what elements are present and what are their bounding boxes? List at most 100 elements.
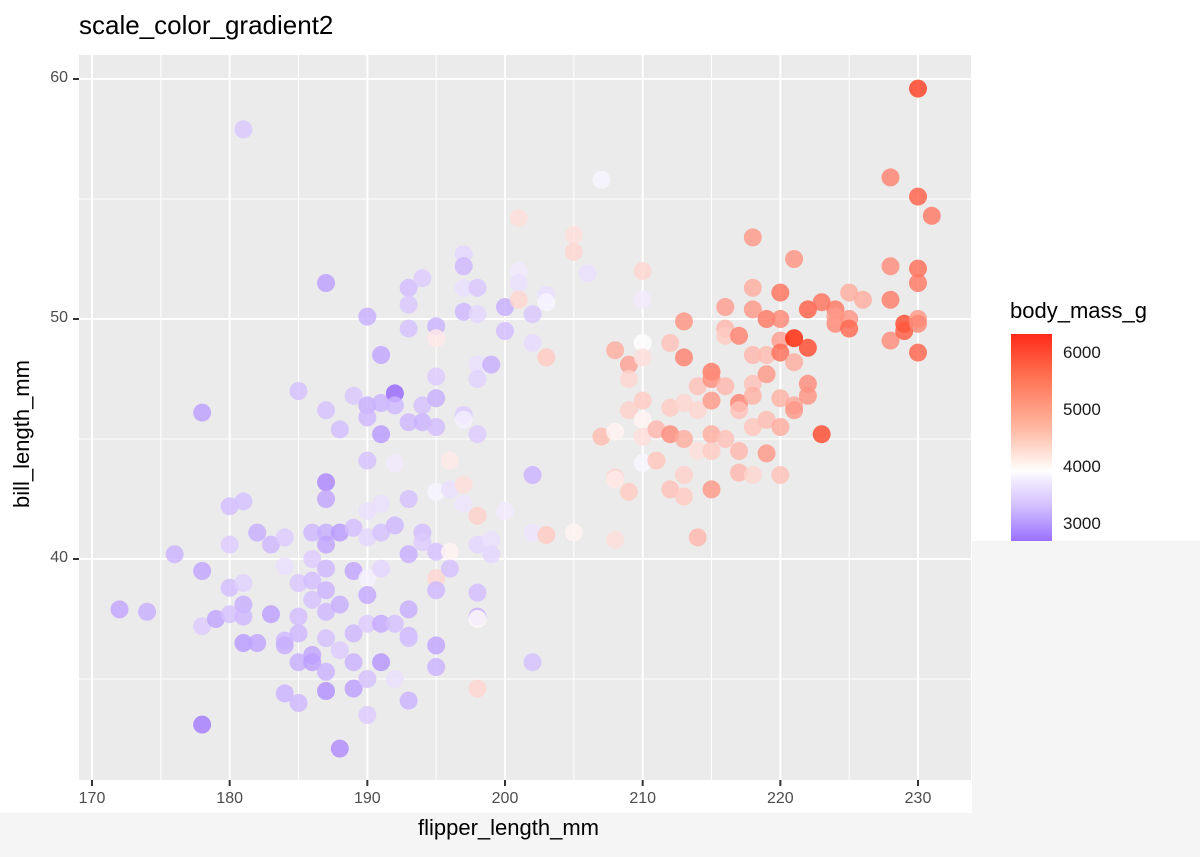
data-point xyxy=(413,396,432,415)
data-point xyxy=(248,634,267,652)
data-point xyxy=(716,377,735,396)
data-point xyxy=(220,535,239,554)
x-tick-label: 220 xyxy=(766,790,794,807)
data-point xyxy=(399,545,418,564)
data-point xyxy=(317,629,336,648)
data-point xyxy=(564,523,583,542)
data-point xyxy=(372,653,391,672)
data-point xyxy=(702,425,721,444)
data-point xyxy=(757,444,776,463)
data-point xyxy=(317,559,336,578)
data-point xyxy=(743,386,762,405)
data-point xyxy=(496,298,515,316)
data-point xyxy=(427,658,446,676)
data-point xyxy=(468,425,487,444)
legend-label-6000: 6000 xyxy=(1063,343,1101,362)
data-point xyxy=(771,343,790,362)
data-point xyxy=(633,290,652,309)
data-point xyxy=(592,170,611,189)
x-tick-label: 170 xyxy=(78,790,106,807)
data-point xyxy=(289,694,308,712)
data-point xyxy=(785,353,804,372)
data-point xyxy=(661,398,680,417)
data-point xyxy=(688,377,707,396)
data-point xyxy=(234,634,253,652)
data-point xyxy=(702,370,721,388)
data-point xyxy=(633,454,652,472)
data-point xyxy=(674,466,693,484)
data-point xyxy=(468,305,487,324)
x-tick-label: 210 xyxy=(629,790,657,807)
data-point xyxy=(427,389,446,408)
axis-ticks xyxy=(73,78,920,786)
data-point xyxy=(743,228,762,247)
data-point xyxy=(220,578,239,597)
data-point xyxy=(647,451,666,470)
data-point xyxy=(317,682,336,700)
data-point xyxy=(358,706,377,724)
data-point xyxy=(399,600,418,619)
data-point xyxy=(234,574,253,592)
data-point xyxy=(881,290,900,309)
data-point xyxy=(193,715,212,734)
data-point xyxy=(413,533,432,552)
data-point xyxy=(399,629,418,648)
data-point xyxy=(220,497,239,516)
data-point xyxy=(372,559,391,578)
data-point xyxy=(440,480,459,499)
data-point xyxy=(454,475,473,494)
data-point xyxy=(330,739,349,758)
data-point xyxy=(275,684,294,703)
data-point xyxy=(358,569,377,588)
data-point xyxy=(220,605,239,624)
data-point xyxy=(399,295,418,314)
data-point xyxy=(564,242,583,261)
data-point xyxy=(344,386,363,405)
data-point xyxy=(344,562,363,580)
data-point xyxy=(165,545,184,564)
data-point xyxy=(895,322,914,340)
data-point xyxy=(523,653,542,672)
data-point xyxy=(344,518,363,537)
data-point xyxy=(619,482,638,501)
data-point xyxy=(372,614,391,633)
data-point xyxy=(482,355,501,374)
y-tick-label: 40 xyxy=(50,549,68,566)
data-point xyxy=(303,571,322,590)
x-tick-label: 190 xyxy=(353,790,381,807)
data-point xyxy=(234,492,253,511)
chart-title: scale_color_gradient2 xyxy=(79,10,334,40)
data-point xyxy=(688,401,707,420)
data-point xyxy=(454,302,473,321)
data-point xyxy=(606,470,625,489)
data-point xyxy=(330,523,349,542)
data-point xyxy=(785,401,804,420)
data-point xyxy=(812,425,831,444)
data-point xyxy=(840,283,859,302)
data-point xyxy=(743,300,762,319)
data-point xyxy=(619,401,638,420)
data-point xyxy=(275,557,294,576)
data-point xyxy=(317,602,336,621)
data-point xyxy=(482,545,501,564)
data-point xyxy=(358,502,377,520)
data-point xyxy=(440,542,459,561)
data-point xyxy=(606,530,625,549)
data-point xyxy=(509,274,528,292)
data-point xyxy=(454,410,473,429)
data-point xyxy=(468,583,487,602)
panel-background xyxy=(79,55,971,780)
data-point xyxy=(909,274,928,292)
data-point xyxy=(771,310,790,328)
data-points xyxy=(110,79,941,758)
data-point xyxy=(840,319,859,338)
data-point xyxy=(372,346,391,364)
data-point xyxy=(853,290,872,309)
data-point xyxy=(399,319,418,338)
data-point xyxy=(399,691,418,710)
data-point xyxy=(619,355,638,374)
data-point xyxy=(303,590,322,609)
data-point xyxy=(909,343,928,362)
data-point xyxy=(592,427,611,446)
legend-label-4000: 4000 xyxy=(1063,457,1101,476)
